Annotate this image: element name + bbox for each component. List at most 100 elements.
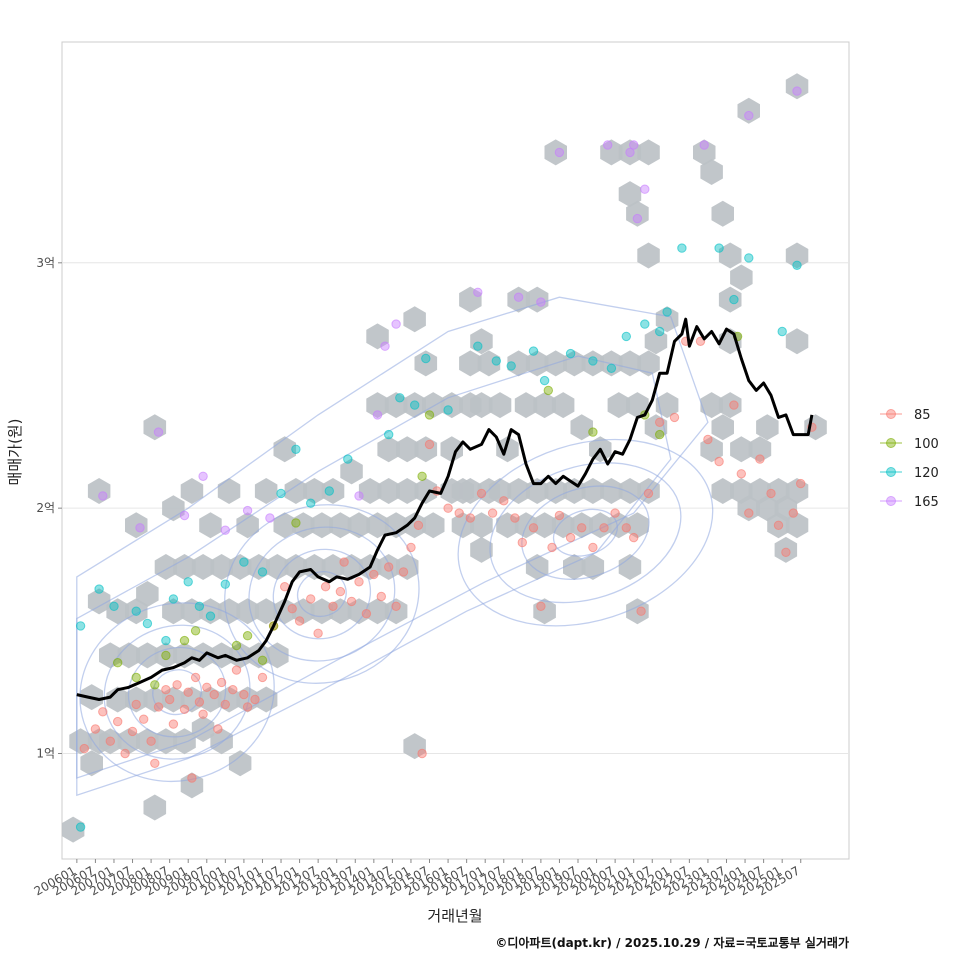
- point-85-74: [629, 532, 639, 543]
- hexbin-cell-193: [774, 536, 798, 563]
- point-85-42: [339, 557, 349, 567]
- point-85-37: [306, 594, 316, 604]
- point-85-36: [294, 616, 305, 626]
- point-120-16: [324, 486, 334, 496]
- legend-key-165: [886, 496, 896, 506]
- point-120-8: [194, 601, 205, 611]
- hexbin-cell-131: [533, 512, 556, 539]
- point-165-3: [179, 510, 190, 521]
- hexbin-cell-172: [700, 159, 723, 185]
- point-120-35: [677, 243, 687, 253]
- hexbin-cell-188: [748, 436, 772, 463]
- hexbin-cell-14: [125, 598, 148, 625]
- hexbin-cell-70: [310, 512, 334, 539]
- hexbin-cell-106: [451, 512, 475, 539]
- hexbin-cell-166: [637, 242, 660, 269]
- hexbin-cell-7: [99, 642, 122, 669]
- trend-line: [76, 317, 814, 701]
- hexbin-cell-51: [236, 598, 259, 625]
- hexbin-cell-91: [396, 554, 419, 580]
- point-85-70: [588, 542, 598, 553]
- point-85-23: [209, 689, 219, 700]
- point-100-6: [231, 640, 242, 651]
- hexbin-cell-168: [644, 328, 668, 355]
- point-165-14: [536, 297, 546, 307]
- point-85-27: [228, 685, 238, 695]
- hexbin-cell-185: [737, 495, 760, 522]
- hexbin-cell-108: [459, 478, 482, 504]
- hexbin-cell-9: [106, 686, 129, 713]
- hexbin-cell-21: [143, 414, 167, 441]
- hexbin-cell-113: [470, 536, 493, 563]
- point-165-20: [640, 184, 650, 194]
- point-120-12: [257, 567, 268, 577]
- point-120-18: [384, 429, 394, 440]
- point-85-69: [577, 523, 587, 533]
- point-165-4: [198, 471, 208, 481]
- legend: 85 100 120 165: [880, 408, 939, 510]
- point-165-11: [391, 319, 401, 329]
- hexbin-cell-82: [366, 512, 389, 539]
- contour-0-2: [127, 646, 227, 738]
- point-85-77: [655, 417, 665, 427]
- point-85-63: [517, 537, 527, 548]
- point-85-3: [105, 736, 116, 746]
- hexbin-cell-161: [626, 200, 649, 227]
- hexbin-cell-87: [377, 436, 400, 463]
- point-85-89: [781, 547, 791, 557]
- hexbin-cell-23: [154, 554, 178, 580]
- scatter-points: [75, 86, 817, 832]
- point-165-10: [380, 341, 390, 351]
- point-85-56: [443, 503, 453, 513]
- point-85-16: [179, 704, 190, 714]
- hexbin-cell-100: [414, 350, 438, 377]
- hexbin-cell-56: [254, 598, 278, 625]
- hexbin-cell-149: [600, 478, 623, 504]
- point-120-24: [491, 356, 501, 366]
- hexbin-cell-93: [396, 436, 419, 463]
- hexbin-cell-58: [266, 642, 289, 669]
- point-85-85: [744, 508, 754, 518]
- point-120-19: [395, 393, 405, 403]
- hexbin-cell-26: [162, 598, 185, 625]
- hexbin-cell-174: [700, 392, 723, 419]
- point-120-26: [528, 346, 539, 356]
- point-85-49: [391, 601, 401, 611]
- hexbin-cell-54: [247, 554, 270, 580]
- point-85-8: [139, 714, 149, 724]
- hexbin-cell-40: [199, 512, 222, 539]
- hexbin-cell-102: [422, 392, 445, 419]
- hexbin-cell-88: [384, 598, 408, 625]
- hexbin-cell-38: [199, 686, 222, 713]
- hexbin-cell-196: [785, 512, 809, 539]
- hexbin-cell-83: [366, 392, 389, 419]
- point-85-39: [320, 582, 331, 592]
- hexbin-cell-65: [292, 598, 315, 625]
- hexbin-cell-137: [551, 512, 575, 539]
- point-85-62: [510, 513, 520, 523]
- hexbin-cell-155: [618, 478, 642, 504]
- point-120-13: [276, 488, 286, 499]
- point-85-15: [172, 680, 182, 690]
- hexbin-cell-176: [711, 478, 734, 504]
- point-165-12: [473, 287, 483, 297]
- hexbin-cell-173: [700, 436, 723, 463]
- hexbin-cell-146: [581, 350, 605, 377]
- point-120-32: [640, 319, 650, 329]
- hexbin-cell-67: [303, 554, 326, 580]
- hexbin-cell-177: [711, 414, 734, 441]
- point-120-27: [539, 375, 550, 386]
- point-85-50: [398, 567, 409, 577]
- hexbin-cell-64: [284, 478, 308, 504]
- point-85-53: [417, 748, 427, 759]
- point-85-59: [476, 488, 487, 499]
- hexbin-cell-63: [284, 554, 308, 580]
- point-85-18: [187, 773, 197, 783]
- point-165-1: [135, 523, 145, 533]
- hexbin-cell-33: [180, 478, 204, 504]
- point-165-0: [98, 491, 108, 501]
- hexbin-cell-154: [618, 554, 642, 580]
- point-120-0: [75, 621, 86, 631]
- hexbin-cell-34: [180, 772, 204, 799]
- point-85-25: [216, 677, 227, 688]
